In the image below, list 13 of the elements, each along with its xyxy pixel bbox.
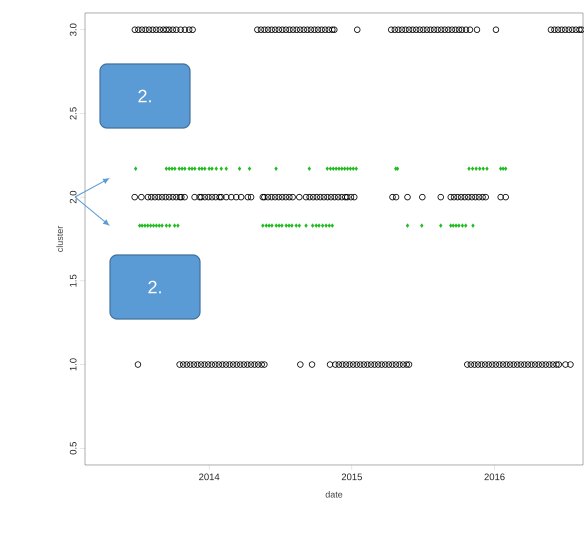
y-axis-title: cluster — [56, 226, 63, 252]
y-tick-label: 1.0 — [70, 358, 76, 370]
x-tick-label: 2014 — [199, 474, 220, 480]
y-tick-label: 2.0 — [70, 190, 76, 204]
annotation: 2. — [138, 90, 151, 102]
annotation: 2. — [148, 280, 161, 294]
y-tick-label: 3.0 — [70, 24, 76, 36]
y-tick-label: 0.5 — [70, 442, 76, 454]
x-tick-label: 2015 — [342, 474, 362, 480]
x-axis-title: date — [326, 491, 342, 498]
y-tick-label: 2.5 — [70, 107, 76, 120]
x-tick-label: 2016 — [484, 474, 505, 480]
y-tick-label: 1.5 — [70, 274, 76, 287]
